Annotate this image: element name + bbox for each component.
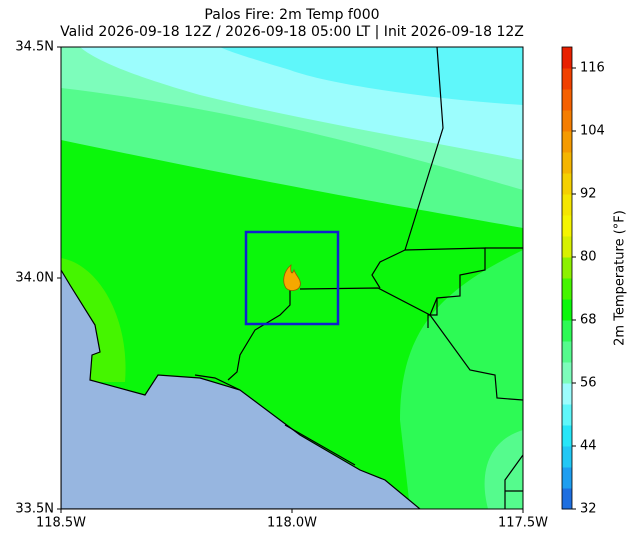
colorbar-segment [562, 68, 572, 90]
temp-contour [220, 47, 523, 105]
colorbar-segment [562, 341, 572, 363]
colorbar-tick-label: 44 [580, 439, 597, 454]
colorbar-segment [562, 446, 572, 468]
colorbar-segment [562, 47, 572, 69]
colorbar-segment [562, 320, 572, 342]
x-tick-label: 117.5W [498, 516, 548, 531]
colorbar-tick-label: 32 [580, 502, 597, 517]
borders [194, 47, 523, 509]
x-tick-label: 118.0W [267, 516, 317, 531]
colorbar-tick-label: 80 [580, 250, 597, 265]
colorbar-segment [562, 236, 572, 258]
colorbar-tick-label: 116 [580, 61, 605, 76]
colorbar-segment [562, 89, 572, 111]
colorbar-segment [562, 110, 572, 132]
colorbar-segment [562, 215, 572, 237]
colorbar-tick-label: 68 [580, 313, 597, 328]
colorbar-segment [562, 404, 572, 426]
temp-contour [484, 430, 523, 509]
x-tick-label: 118.5W [36, 516, 86, 531]
colorbar-tick-label: 104 [580, 124, 605, 139]
colorbar-segment [562, 173, 572, 195]
colorbar-segment [562, 299, 572, 321]
y-tick-label: 34.5N [15, 40, 54, 55]
colorbar-frame [561, 46, 573, 510]
map [61, 47, 523, 509]
colorbar-tick-label: 56 [580, 376, 597, 391]
chart-subtitle: Valid 2026-09-18 12Z / 2026-09-18 05:00 … [60, 24, 524, 40]
ocean [61, 268, 421, 509]
colorbar-segment [562, 257, 572, 279]
colorbar-segment [562, 278, 572, 300]
temp-contour [400, 250, 523, 509]
fire-box [244, 230, 340, 326]
y-tick-label: 34.0N [15, 271, 54, 286]
colorbar-segment [562, 467, 572, 489]
colorbar-segment [562, 488, 572, 510]
colorbar-tick-label: 92 [580, 187, 597, 202]
colorbar-segment [562, 131, 572, 153]
colorbar-segment [562, 362, 572, 384]
colorbar-segment [562, 383, 572, 405]
colorbar-segment [562, 194, 572, 216]
y-tick-label: 33.5N [15, 502, 54, 517]
colorbar-segment [562, 152, 572, 174]
fire-icon [283, 263, 301, 291]
colorbar-label: 2m Temperature (°F) [613, 210, 628, 346]
colorbar-segment [562, 425, 572, 447]
chart-title: Palos Fire: 2m Temp f000 [204, 7, 379, 23]
